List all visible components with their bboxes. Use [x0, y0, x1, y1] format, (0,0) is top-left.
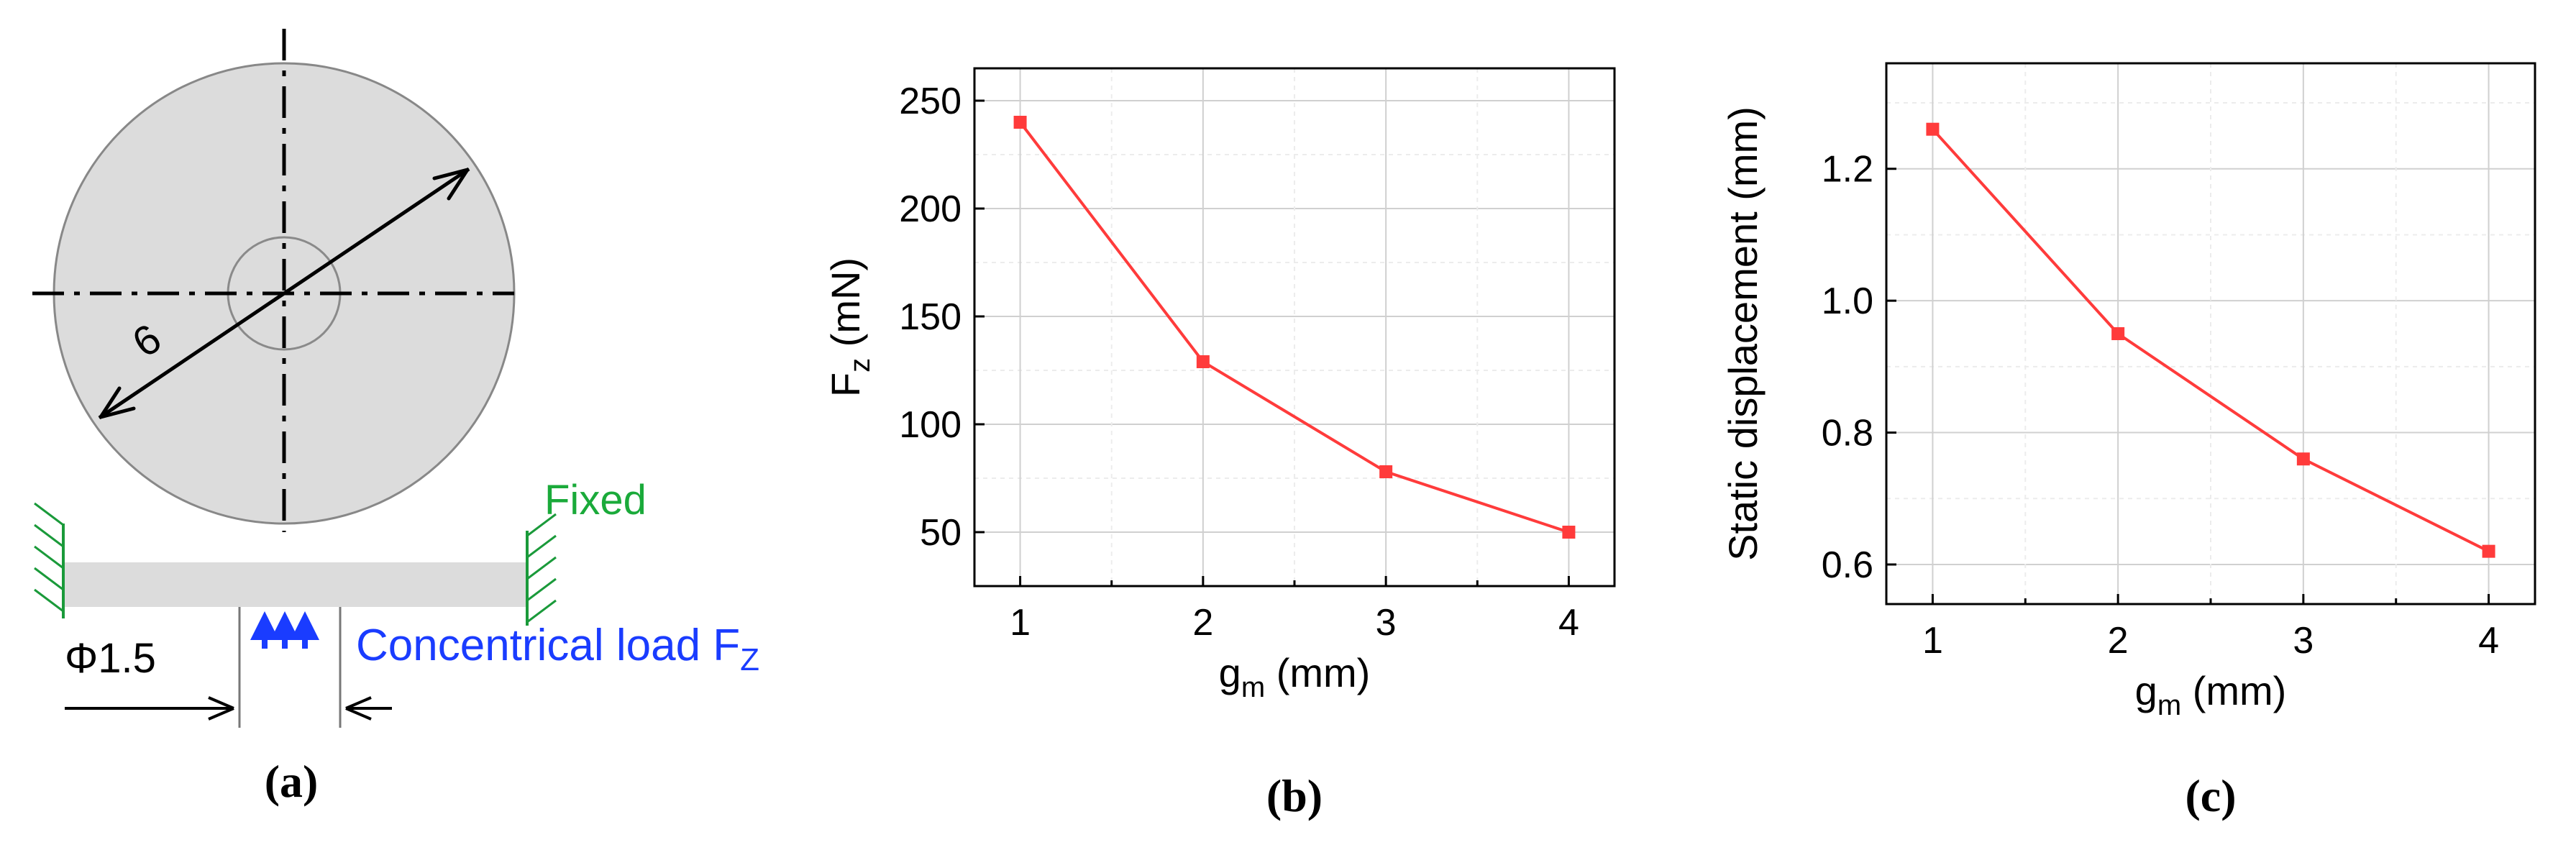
chart-c-xtick-label: 2 [2108, 620, 2129, 662]
chart-b-data-point [1196, 355, 1210, 368]
chart-c-series-line [1931, 128, 2490, 553]
disk-side-view [63, 562, 527, 607]
chart-b-data-point [1562, 526, 1576, 539]
chart-c-ylabel: Static displacement (mm) [1720, 106, 1766, 561]
chart-b-ytick-label: 50 [920, 512, 962, 554]
chart-c-xtick-label: 1 [1922, 620, 1943, 662]
chart-c-xtick-label: 4 [2478, 620, 2499, 662]
chart-b-ytick-label: 200 [899, 188, 962, 230]
chart-b-ticks: 1 2 3 4 50 100 150 200 250 [899, 81, 1579, 644]
diameter-dimension-line [98, 167, 470, 420]
chart-b-series [1013, 116, 1576, 539]
caption-a: (a) [265, 756, 319, 807]
chart-b: 1 2 3 4 50 100 150 200 250 gm (mm) Fz (mN) (b) [823, 67, 1616, 821]
chart-b-ytick-label: 100 [899, 404, 962, 446]
chart-c-ytick-label: 0.6 [1822, 544, 1873, 586]
chart-b-ytick-label: 250 [899, 81, 962, 122]
diameter-arrowhead-bottom [99, 386, 136, 419]
concentrical-load-arrows [250, 611, 319, 649]
chart-c-data-point [2111, 327, 2125, 340]
chart-c-data-point [2296, 452, 2310, 466]
chart-b-ytick-label: 150 [899, 296, 962, 338]
chart-b-ylabel: Fz (mN) [823, 257, 876, 397]
fixed-hatch-right [526, 513, 557, 623]
chart-c-ytick-label: 1.0 [1822, 280, 1873, 322]
chart-b-xtick-label: 3 [1376, 602, 1397, 644]
fixed-label: Fixed [544, 477, 647, 524]
diameter-arrowhead-top [432, 168, 470, 201]
phi-arrowhead-left [208, 696, 234, 721]
chart-b-grid [974, 68, 1614, 586]
chart-c-grid [1886, 63, 2535, 604]
fixed-hatch-left [34, 502, 64, 613]
chart-b-data-point [1013, 116, 1027, 129]
chart-c-ticks: 1 2 3 4 0.6 0.8 1.0 1.2 [1822, 149, 2499, 662]
chart-b-data-point [1379, 465, 1393, 478]
chart-b-xlabel: gm (mm) [1219, 650, 1371, 703]
panel-a-schematic: 6 Fixed Concentrical load FZ Φ1.5 (a) [32, 29, 759, 807]
load-label: Concentrical load FZ [356, 621, 759, 677]
chart-b-xtick-label: 2 [1192, 602, 1213, 644]
chart-b-xtick-label: 1 [1010, 602, 1031, 644]
chart-b-xtick-label: 4 [1558, 602, 1579, 644]
chart-c-data-point [2482, 544, 2495, 558]
chart-c-xtick-label: 3 [2293, 620, 2314, 662]
phi-arrowhead-right [345, 696, 372, 721]
phi-label: Φ1.5 [65, 635, 156, 682]
chart-c-data-point [1926, 122, 1940, 136]
chart-b-series-line [1018, 121, 1570, 534]
chart-c-ytick-label: 0.8 [1822, 413, 1873, 454]
chart-c-series [1926, 122, 2495, 558]
caption-c: (c) [2185, 770, 2236, 821]
caption-b: (b) [1266, 770, 1323, 821]
chart-c-xlabel: gm (mm) [2135, 668, 2287, 721]
chart-c-ytick-label: 1.2 [1822, 149, 1873, 191]
chart-c: 1 2 3 4 0.6 0.8 1.0 1.2 gm (mm) Static displace… [1720, 62, 2536, 821]
